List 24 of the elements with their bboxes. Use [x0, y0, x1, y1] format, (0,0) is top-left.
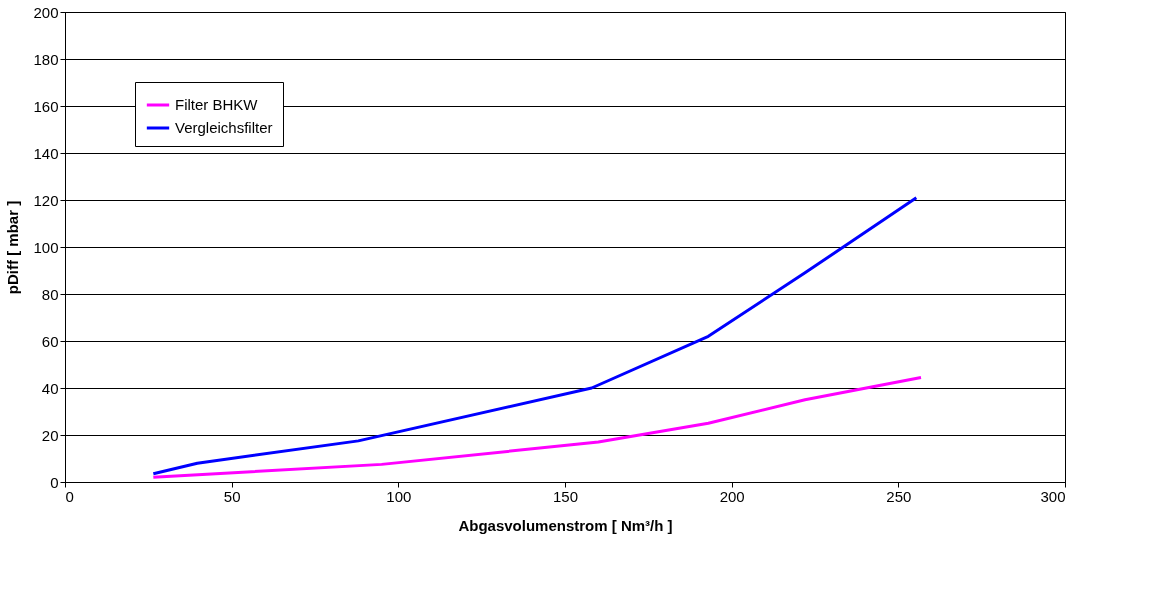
x-axis-title: Abgasvolumenstrom [ Nm³/h ]: [458, 516, 673, 534]
x-tick-label: 300: [1040, 487, 1066, 505]
x-tick-label: 100: [386, 487, 412, 505]
y-tick-label: 200: [33, 3, 59, 21]
x-tick-label: 250: [886, 487, 912, 505]
y-tick-label: 100: [33, 238, 59, 256]
x-tick-label: 50: [223, 487, 241, 505]
y-tick-label: 0: [50, 473, 59, 491]
x-tick-label: 0: [65, 487, 74, 505]
y-tick-label: 40: [41, 379, 59, 397]
x-tick-label: 200: [719, 487, 745, 505]
y-tick-label: 140: [33, 144, 59, 162]
legend-label: Vergleichsfilter: [175, 119, 273, 136]
y-tick-label: 120: [33, 191, 59, 209]
y-axis-title: pDiff [ mbar ]: [4, 200, 22, 295]
line-series: [151, 375, 923, 479]
y-tick-label: 180: [33, 50, 59, 68]
legend-label: Filter BHKW: [175, 96, 259, 113]
line-series: [151, 196, 918, 476]
y-tick-label: 20: [41, 426, 59, 444]
y-tick-label: 160: [33, 97, 59, 115]
y-tick-label: 60: [41, 332, 59, 350]
y-tick-label: 80: [41, 285, 59, 303]
x-tick-label: 150: [552, 487, 579, 505]
